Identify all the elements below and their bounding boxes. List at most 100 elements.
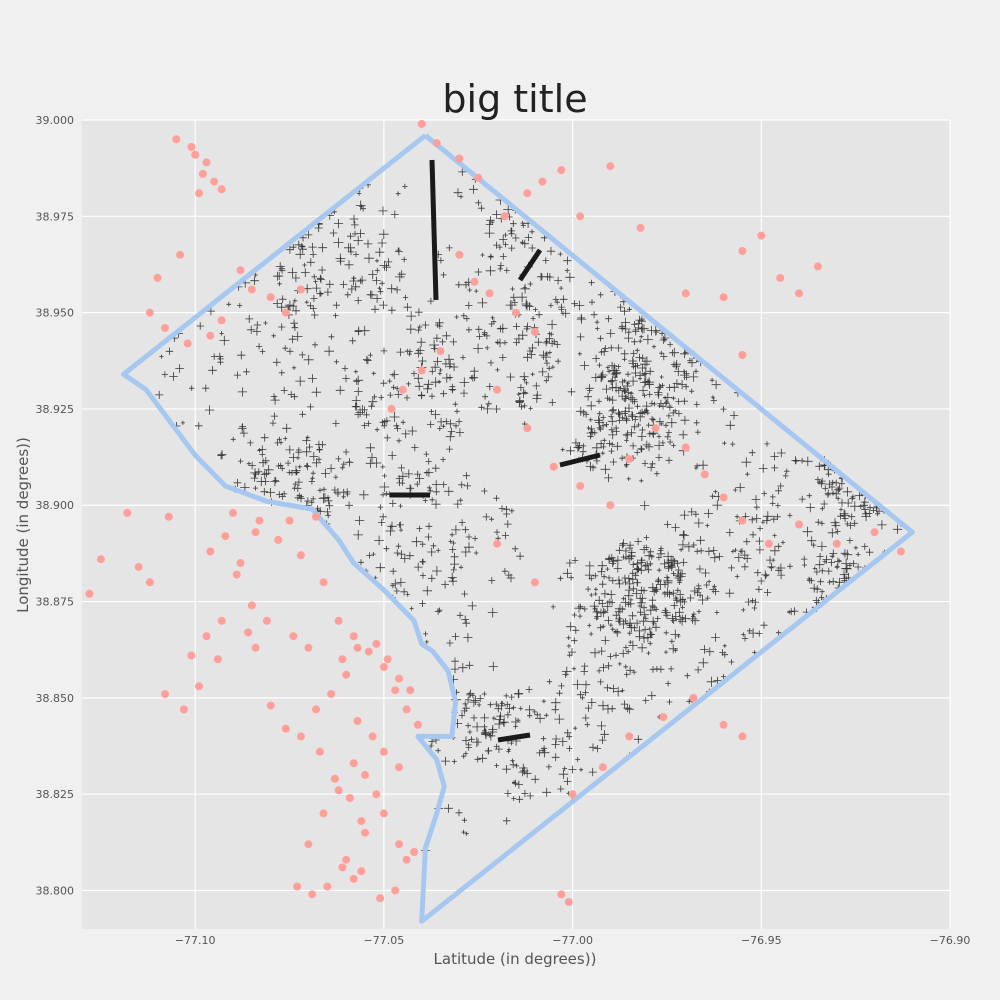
y-tick-label: 39.000 <box>36 114 75 127</box>
data-point <box>334 786 343 795</box>
data-point <box>395 674 403 683</box>
data-point <box>345 794 354 802</box>
x-tick-label: −77.10 <box>175 934 216 947</box>
data-point <box>312 512 320 521</box>
x-axis-title: Latitude (in degrees)) <box>434 950 597 968</box>
data-point <box>247 285 256 294</box>
data-point <box>625 732 634 741</box>
data-point <box>293 882 302 891</box>
data-point <box>383 655 392 664</box>
data-point <box>659 713 668 722</box>
data-point <box>376 894 385 903</box>
dense-streak <box>517 248 543 282</box>
data-point <box>85 589 94 598</box>
data-point <box>123 508 132 517</box>
data-point <box>557 890 566 899</box>
data-point <box>232 570 241 579</box>
boundary-line <box>121 133 915 924</box>
data-point <box>334 616 343 625</box>
data-point <box>296 551 305 560</box>
data-point <box>342 855 351 864</box>
data-point <box>689 693 698 702</box>
data-point <box>164 512 173 521</box>
data-point <box>353 643 362 652</box>
data-point <box>436 347 445 356</box>
data-point <box>549 462 558 471</box>
data-point <box>606 501 615 510</box>
data-point <box>538 177 547 186</box>
data-point <box>210 177 219 186</box>
data-point <box>213 655 222 664</box>
data-point <box>387 404 396 413</box>
data-point <box>195 189 203 198</box>
y-tick-label: 38.850 <box>36 692 75 705</box>
data-point <box>700 470 709 479</box>
data-point <box>255 516 264 525</box>
data-point <box>217 616 226 625</box>
data-point <box>217 316 226 325</box>
data-point <box>296 732 305 741</box>
data-point <box>395 763 403 772</box>
data-point <box>134 562 143 571</box>
data-point <box>266 293 275 302</box>
data-point <box>368 732 377 741</box>
y-tick-label: 38.800 <box>36 884 75 897</box>
data-point <box>206 547 215 556</box>
data-point <box>96 555 105 564</box>
dense-streak <box>429 159 439 301</box>
y-tick-label: 38.950 <box>36 307 75 320</box>
data-point <box>274 535 283 544</box>
data-point <box>417 366 426 375</box>
data-point <box>327 690 336 698</box>
data-point <box>455 154 464 163</box>
data-point <box>485 289 494 298</box>
data-point <box>153 273 162 282</box>
data-point <box>379 809 388 818</box>
data-point <box>236 559 245 567</box>
data-point <box>474 173 483 182</box>
data-point <box>281 308 290 317</box>
x-tick-labels: −77.10 −77.05 −77.00 −76.95 −76.90 <box>175 934 971 947</box>
data-point <box>247 601 256 610</box>
data-point <box>379 663 388 671</box>
data-point <box>357 867 366 876</box>
data-point <box>187 651 196 660</box>
data-point <box>338 655 347 664</box>
data-point <box>145 578 154 587</box>
data-point <box>738 351 747 359</box>
data-point <box>262 616 271 625</box>
data-point <box>417 119 426 128</box>
data-point <box>251 528 260 537</box>
data-point <box>304 840 313 849</box>
y-tick-label: 38.875 <box>36 596 75 609</box>
data-point <box>455 250 464 259</box>
data-point <box>523 424 532 433</box>
data-point <box>217 185 226 194</box>
data-point <box>402 705 411 714</box>
data-point <box>738 516 747 525</box>
data-point <box>195 682 203 691</box>
data-point <box>738 732 747 741</box>
data-point <box>512 308 520 317</box>
data-point <box>598 763 607 772</box>
data-point <box>315 747 324 756</box>
data-point <box>870 528 879 537</box>
data-point <box>625 455 634 463</box>
data-point <box>308 890 317 899</box>
data-point <box>813 262 822 271</box>
data-point <box>757 231 766 240</box>
data-point <box>342 670 351 679</box>
data-point <box>364 647 373 656</box>
data-point <box>530 327 539 336</box>
data-point <box>530 578 539 587</box>
data-point <box>361 828 369 837</box>
data-point <box>202 632 211 641</box>
data-point <box>357 817 366 826</box>
data-point <box>161 324 169 332</box>
data-point <box>391 886 400 895</box>
y-tick-labels: 38.800 38.825 38.850 38.875 38.900 38.925 38.9… <box>36 114 75 897</box>
data-point <box>289 632 298 641</box>
y-tick-label: 38.825 <box>36 788 75 801</box>
data-point <box>198 169 207 178</box>
data-point <box>206 331 215 340</box>
